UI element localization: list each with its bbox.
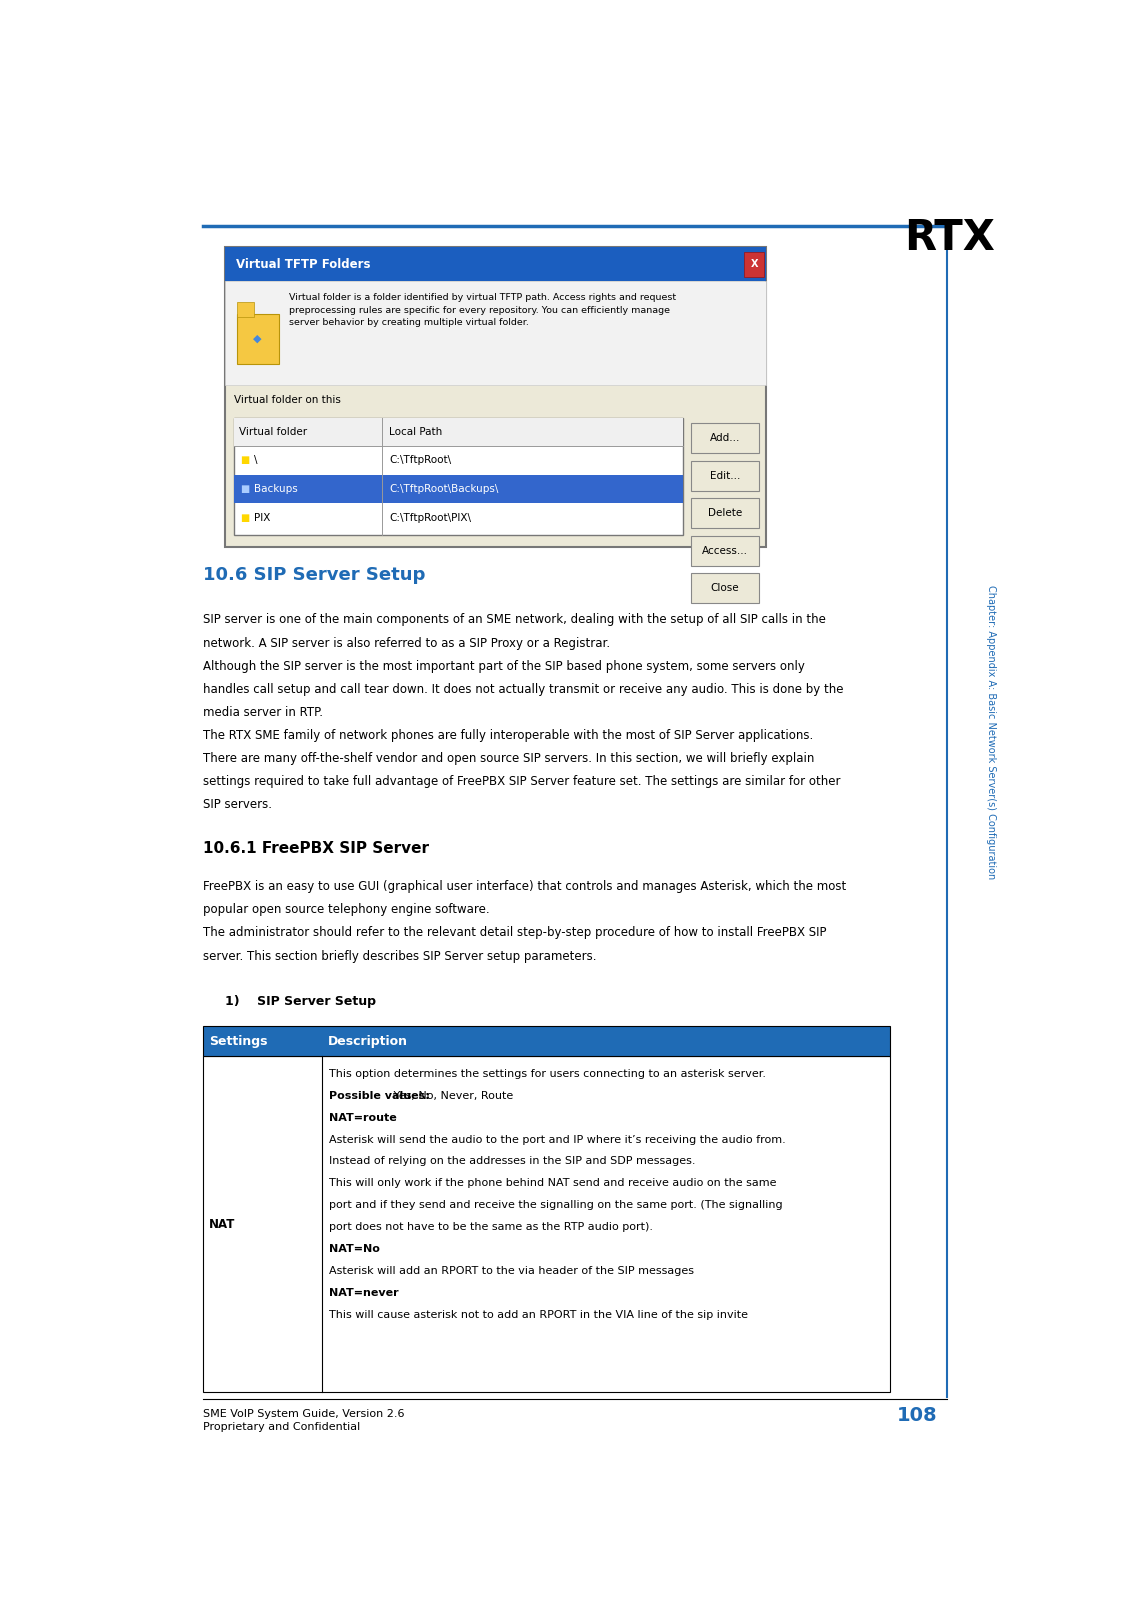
Bar bbox=[234, 419, 683, 446]
Text: 10.6.1 FreePBX SIP Server: 10.6.1 FreePBX SIP Server bbox=[203, 841, 429, 857]
Text: settings required to take full advantage of FreePBX SIP Server feature set. The : settings required to take full advantage… bbox=[203, 776, 841, 789]
Bar bbox=[226, 281, 766, 385]
Text: SIP server is one of the main components of an SME network, dealing with the set: SIP server is one of the main components… bbox=[203, 613, 826, 626]
Bar bbox=[203, 1057, 890, 1393]
Text: ◆: ◆ bbox=[253, 334, 261, 344]
Text: PIX: PIX bbox=[254, 513, 271, 523]
Text: NAT=No: NAT=No bbox=[329, 1243, 380, 1255]
Bar bbox=[237, 315, 279, 364]
Bar bbox=[691, 536, 759, 566]
Text: 10.6 SIP Server Setup: 10.6 SIP Server Setup bbox=[203, 566, 426, 584]
Bar bbox=[745, 252, 764, 278]
Text: This will cause asterisk not to add an RPORT in the VIA line of the sip invite: This will cause asterisk not to add an R… bbox=[329, 1310, 748, 1319]
Bar bbox=[237, 302, 254, 316]
Text: Virtual TFTP Folders: Virtual TFTP Folders bbox=[236, 258, 370, 271]
Text: popular open source telephony engine software.: popular open source telephony engine sof… bbox=[203, 904, 490, 917]
Text: Edit...: Edit... bbox=[709, 471, 740, 480]
Text: The administrator should refer to the relevant detail step-by-step procedure of : The administrator should refer to the re… bbox=[203, 927, 827, 940]
Text: server. This section briefly describes SIP Server setup parameters.: server. This section briefly describes S… bbox=[203, 949, 597, 962]
Text: Possible values:: Possible values: bbox=[329, 1091, 430, 1100]
Text: C:\TftpRoot\Backups\: C:\TftpRoot\Backups\ bbox=[389, 484, 498, 493]
Text: Asterisk will add an RPORT to the via header of the SIP messages: Asterisk will add an RPORT to the via he… bbox=[329, 1266, 695, 1276]
Bar bbox=[691, 498, 759, 529]
Text: ■: ■ bbox=[241, 484, 250, 493]
Text: Chapter: Appendix A: Basic Network Server(s) Configuration: Chapter: Appendix A: Basic Network Serve… bbox=[985, 584, 995, 880]
Text: Virtual folder is a folder identified by virtual TFTP path. Access rights and re: Virtual folder is a folder identified by… bbox=[288, 294, 676, 328]
Text: 1)    SIP Server Setup: 1) SIP Server Setup bbox=[226, 995, 377, 1008]
Text: Access...: Access... bbox=[703, 545, 748, 557]
Text: Virtual folder: Virtual folder bbox=[238, 427, 306, 437]
Text: RTX: RTX bbox=[905, 217, 995, 260]
Text: Backups: Backups bbox=[254, 484, 299, 493]
Text: Instead of relying on the addresses in the SIP and SDP messages.: Instead of relying on the addresses in t… bbox=[329, 1157, 696, 1167]
Bar bbox=[203, 1026, 890, 1057]
Text: The RTX SME family of network phones are fully interoperable with the most of SI: The RTX SME family of network phones are… bbox=[203, 729, 814, 742]
Text: 108: 108 bbox=[898, 1406, 938, 1425]
Text: SME VoIP System Guide, Version 2.6: SME VoIP System Guide, Version 2.6 bbox=[203, 1409, 405, 1420]
Bar bbox=[234, 474, 683, 503]
Text: network. A SIP server is also referred to as a SIP Proxy or a Registrar.: network. A SIP server is also referred t… bbox=[203, 636, 611, 649]
Text: \: \ bbox=[254, 456, 258, 466]
Text: ■: ■ bbox=[241, 456, 250, 466]
Text: X: X bbox=[750, 260, 758, 269]
Text: Delete: Delete bbox=[708, 508, 742, 518]
Text: Close: Close bbox=[711, 583, 739, 594]
Text: NAT=never: NAT=never bbox=[329, 1287, 398, 1298]
Text: Proprietary and Confidential: Proprietary and Confidential bbox=[203, 1422, 361, 1431]
Text: Yes, No, Never, Route: Yes, No, Never, Route bbox=[390, 1091, 514, 1100]
Text: Description: Description bbox=[328, 1035, 407, 1048]
Text: NAT: NAT bbox=[209, 1217, 235, 1230]
Text: There are many off-the-shelf vendor and open source SIP servers. In this section: There are many off-the-shelf vendor and … bbox=[203, 751, 815, 764]
Bar bbox=[226, 247, 766, 547]
Bar bbox=[226, 247, 766, 281]
Text: port does not have to be the same as the RTP audio port).: port does not have to be the same as the… bbox=[329, 1222, 654, 1232]
Text: Local Path: Local Path bbox=[389, 427, 443, 437]
Bar bbox=[691, 461, 759, 490]
Text: NAT=route: NAT=route bbox=[329, 1113, 397, 1123]
Text: This option determines the settings for users connecting to an asterisk server.: This option determines the settings for … bbox=[329, 1070, 766, 1079]
Text: Add...: Add... bbox=[709, 433, 740, 443]
Bar bbox=[691, 424, 759, 453]
Text: This will only work if the phone behind NAT send and receive audio on the same: This will only work if the phone behind … bbox=[329, 1178, 776, 1188]
Text: C:\TftpRoot\PIX\: C:\TftpRoot\PIX\ bbox=[389, 513, 471, 523]
Text: ■: ■ bbox=[241, 513, 250, 523]
Text: media server in RTP.: media server in RTP. bbox=[203, 706, 323, 719]
Text: C:\TftpRoot\: C:\TftpRoot\ bbox=[389, 456, 452, 466]
Text: port and if they send and receive the signalling on the same port. (The signalli: port and if they send and receive the si… bbox=[329, 1199, 783, 1211]
Text: Asterisk will send the audio to the port and IP where it’s receiving the audio f: Asterisk will send the audio to the port… bbox=[329, 1134, 785, 1144]
Text: Although the SIP server is the most important part of the SIP based phone system: Although the SIP server is the most impo… bbox=[203, 659, 806, 672]
Bar bbox=[234, 419, 683, 534]
Bar bbox=[691, 573, 759, 604]
Text: SIP servers.: SIP servers. bbox=[203, 799, 272, 812]
Text: Settings: Settings bbox=[209, 1035, 267, 1048]
Text: Virtual folder on this: Virtual folder on this bbox=[234, 394, 342, 404]
Text: handles call setup and call tear down. It does not actually transmit or receive : handles call setup and call tear down. I… bbox=[203, 683, 844, 696]
Text: FreePBX is an easy to use GUI (graphical user interface) that controls and manag: FreePBX is an easy to use GUI (graphical… bbox=[203, 880, 847, 893]
